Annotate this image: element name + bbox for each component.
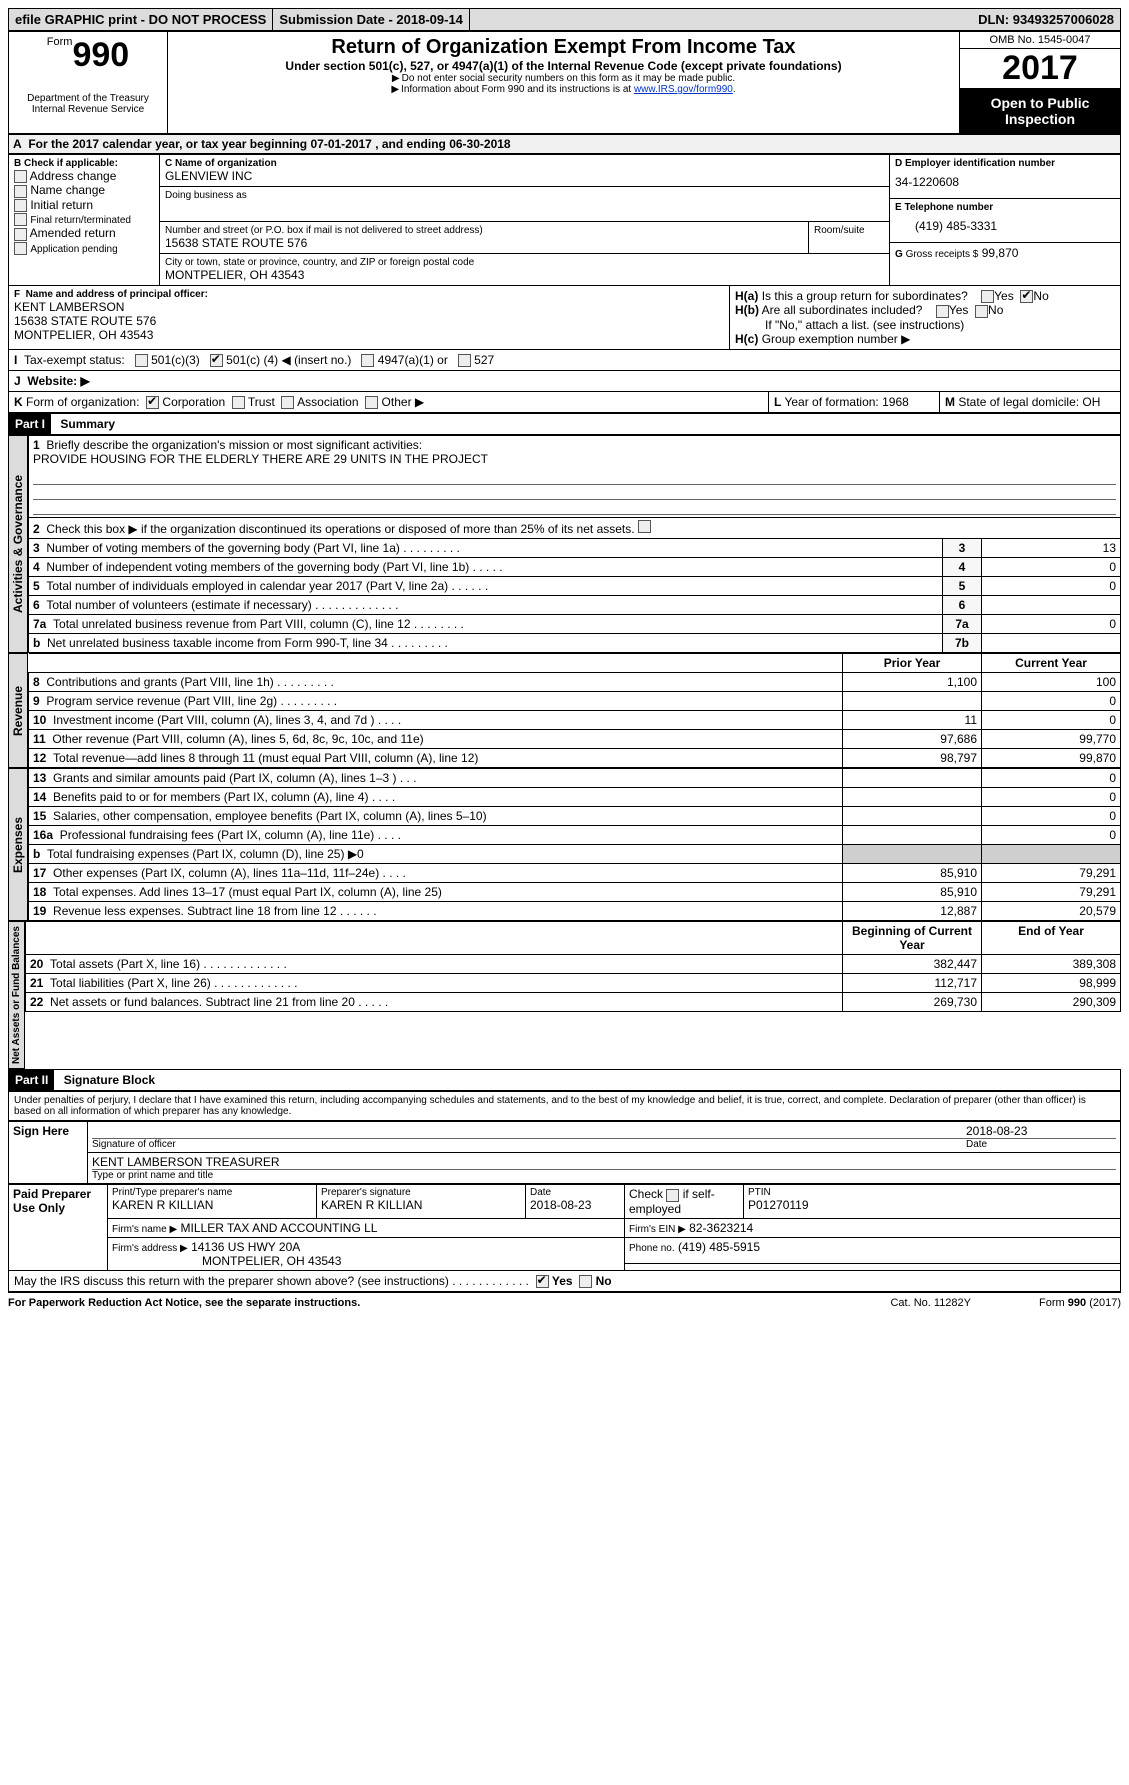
cb-ha-no[interactable] <box>1020 290 1033 303</box>
dln: DLN: 93493257006028 <box>972 9 1120 30</box>
part2-header: Part II Signature Block <box>8 1069 1121 1091</box>
gross-receipts: 99,870 <box>982 246 1019 260</box>
section-h: H(a) Is this a group return for subordin… <box>730 286 1120 349</box>
discuss-row: May the IRS discuss this return with the… <box>8 1271 1121 1292</box>
section-b: B Check if applicable: Address change Na… <box>9 155 160 285</box>
cb-amended[interactable] <box>14 228 27 241</box>
section-f: F Name and address of principal officer:… <box>9 286 730 349</box>
revenue-section: Revenue Prior YearCurrent Year 8 Contrib… <box>8 653 1121 768</box>
rev-table: Prior YearCurrent Year 8 Contributions a… <box>28 653 1121 768</box>
cb-name-change[interactable] <box>14 185 27 198</box>
exp-table: 13 Grants and similar amounts paid (Part… <box>28 768 1121 921</box>
form-number-box: Form990 Department of the Treasury Inter… <box>9 32 168 133</box>
net-table: Beginning of Current YearEnd of Year 20 … <box>25 921 1121 1012</box>
officer-name: KENT LAMBERSON TREASURER <box>92 1155 1116 1170</box>
sections-f-h: F Name and address of principal officer:… <box>8 286 1121 350</box>
cb-ha-yes[interactable] <box>981 290 994 303</box>
side-governance: Activities & Governance <box>8 435 28 653</box>
cb-501c3[interactable] <box>135 354 148 367</box>
section-j: J Website: ▶ <box>8 371 1121 392</box>
cb-hb-no[interactable] <box>975 305 988 318</box>
net-section: Net Assets or Fund Balances Beginning of… <box>8 921 1121 1069</box>
cb-self-employed[interactable] <box>666 1189 679 1202</box>
page-footer: For Paperwork Reduction Act Notice, see … <box>8 1292 1121 1309</box>
part1-header: Part I Summary <box>8 413 1121 435</box>
form-title: Return of Organization Exempt From Incom… <box>172 36 955 59</box>
efile-label: efile GRAPHIC print - DO NOT PROCESS <box>9 9 273 30</box>
side-net: Net Assets or Fund Balances <box>8 921 25 1069</box>
sections-k-l-m: K Form of organization: Corporation Trus… <box>8 392 1121 413</box>
cb-527[interactable] <box>458 354 471 367</box>
cb-assoc[interactable] <box>281 396 294 409</box>
sections-d-e-g: D Employer identification number 34-1220… <box>890 155 1120 285</box>
sections-b-to-m: B Check if applicable: Address change Na… <box>8 154 1121 286</box>
top-bar: efile GRAPHIC print - DO NOT PROCESS Sub… <box>8 8 1121 31</box>
header-block: Form990 Department of the Treasury Inter… <box>8 31 1121 134</box>
cb-discuss-no[interactable] <box>579 1275 592 1288</box>
section-m: M State of legal domicile: OH <box>940 392 1120 412</box>
gov-table: 1 Briefly describe the organization's mi… <box>28 435 1121 653</box>
ein: 34-1220608 <box>895 169 1115 195</box>
cb-initial-return[interactable] <box>14 199 27 212</box>
cb-discontinued[interactable] <box>638 520 651 533</box>
cb-other[interactable] <box>365 396 378 409</box>
cb-corp[interactable] <box>146 396 159 409</box>
cb-4947[interactable] <box>361 354 374 367</box>
mission: PROVIDE HOUSING FOR THE ELDERLY THERE AR… <box>33 452 488 466</box>
cb-discuss-yes[interactable] <box>536 1275 549 1288</box>
section-l: L Year of formation: 1968 <box>769 392 940 412</box>
section-a: A For the 2017 calendar year, or tax yea… <box>8 134 1121 154</box>
section-c: C Name of organization GLENVIEW INC Doin… <box>160 155 890 285</box>
expenses-section: Expenses 13 Grants and similar amounts p… <box>8 768 1121 921</box>
cb-501c[interactable] <box>210 354 223 367</box>
year-box: OMB No. 1545-0047 2017 Open to Public In… <box>959 32 1120 133</box>
form-subtitle: Under section 501(c), 527, or 4947(a)(1)… <box>172 59 955 73</box>
cb-hb-yes[interactable] <box>936 305 949 318</box>
org-name: GLENVIEW INC <box>165 169 884 183</box>
side-expenses: Expenses <box>8 768 28 921</box>
org-city: MONTPELIER, OH 43543 <box>165 268 884 282</box>
submission-date: Submission Date - 2018-09-14 <box>273 9 470 30</box>
section-i: I Tax-exempt status: 501(c)(3) 501(c) (4… <box>8 350 1121 371</box>
cb-final-return[interactable] <box>14 213 27 226</box>
declaration: Under penalties of perjury, I declare th… <box>8 1091 1121 1121</box>
irs-link[interactable]: www.IRS.gov/form990 <box>634 84 733 95</box>
sign-here-block: Sign Here 2018-08-23 Signature of office… <box>8 1121 1121 1184</box>
cb-app-pending[interactable] <box>14 242 27 255</box>
side-revenue: Revenue <box>8 653 28 768</box>
cb-trust[interactable] <box>232 396 245 409</box>
phone: (419) 485-3331 <box>895 213 1115 239</box>
section-k: K Form of organization: Corporation Trus… <box>9 392 769 412</box>
paid-preparer-block: Paid Preparer Use Only Print/Type prepar… <box>8 1184 1121 1270</box>
form-title-box: Return of Organization Exempt From Incom… <box>168 32 959 133</box>
part1-body: Activities & Governance 1 Briefly descri… <box>8 435 1121 653</box>
cb-address-change[interactable] <box>14 170 27 183</box>
org-address: 15638 STATE ROUTE 576 <box>165 236 803 250</box>
